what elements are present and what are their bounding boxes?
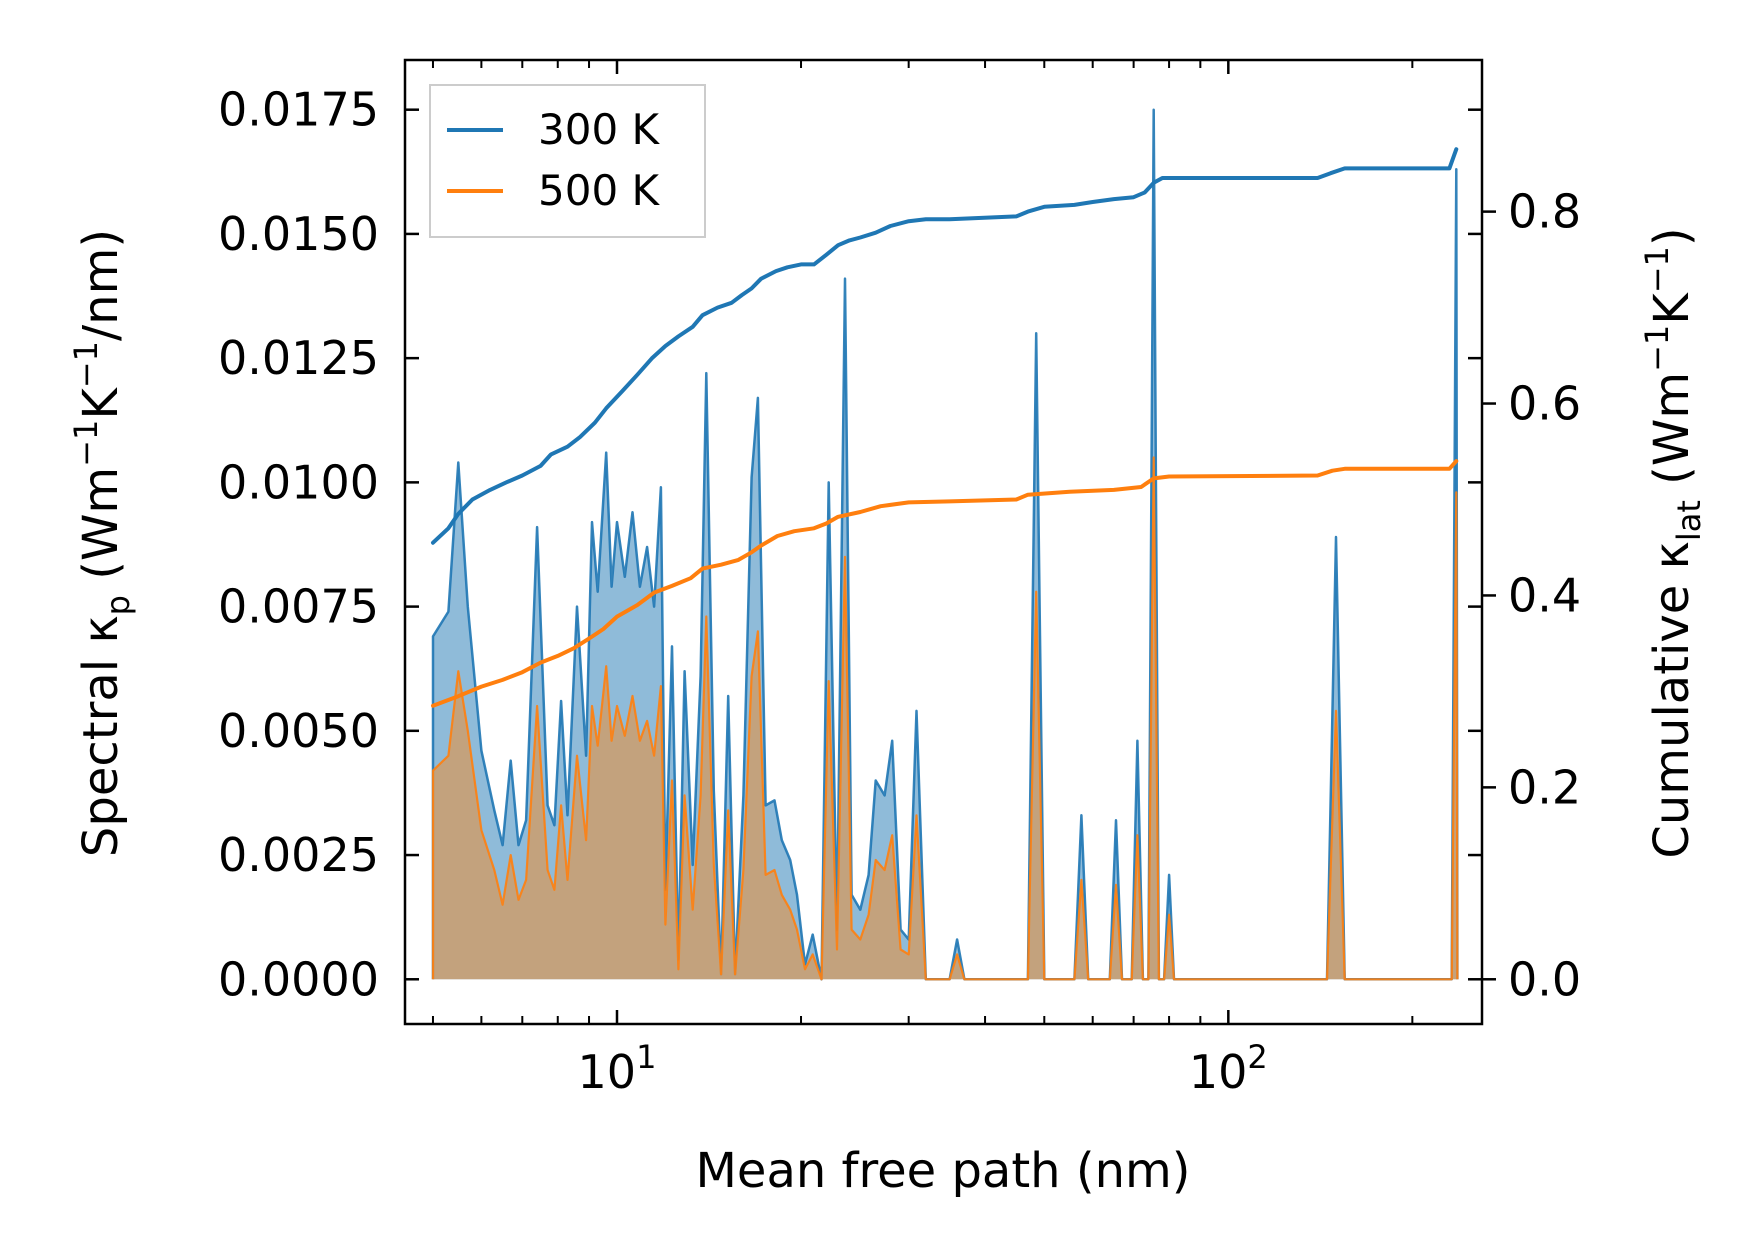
- plot-frame: [403, 58, 1484, 1026]
- y-right-title-sup-2: −1: [1638, 246, 1676, 293]
- axis-ticks: 0.00000.00250.00500.00750.01000.01250.01…: [218, 60, 1581, 1099]
- y-axis-left-title: Spectral κp (Wm−1K−1/nm): [67, 229, 137, 857]
- y-right-title-a: Cumulative κ: [1644, 541, 1700, 859]
- legend-label-500k: 500 K: [538, 166, 661, 215]
- legend-label-300k: 300 K: [538, 105, 661, 154]
- legend-box: [429, 84, 706, 238]
- y-left-tick-label: 0.0075: [218, 580, 379, 634]
- spectral-line-500k: [431, 456, 1459, 981]
- y-left-title-sup-1: −1: [67, 420, 105, 467]
- y-right-title-b: (Wm: [1644, 372, 1700, 500]
- y-left-tick-label: 0.0050: [218, 704, 379, 758]
- cumulative-line-300k: [431, 147, 1459, 545]
- y-right-tick-label: 0.8: [1508, 185, 1581, 239]
- x-tick-label-base: 10: [1189, 1045, 1248, 1099]
- y-right-tick-label: 0.6: [1508, 377, 1581, 431]
- y-left-tick-label: 0.0175: [218, 83, 379, 137]
- y-left-title-b: (Wm: [73, 467, 129, 595]
- y-right-title-c: K: [1644, 292, 1700, 325]
- y-left-title-a: Spectral κ: [73, 615, 129, 857]
- y-axis-right-title: Cumulative κlat (Wm−1K−1): [1638, 227, 1708, 858]
- y-left-title-d: /nm): [73, 229, 129, 341]
- y-right-tick-label: 0.2: [1508, 760, 1581, 814]
- y-left-tick-label: 0.0025: [218, 828, 379, 882]
- x-tick-label-exponent: 2: [1247, 1038, 1267, 1076]
- y-right-tick-label: 0.0: [1508, 952, 1581, 1006]
- y-right-title-sub-lat: lat: [1670, 500, 1708, 541]
- x-tick-label-exponent: 1: [636, 1038, 656, 1076]
- y-left-title-sub-p: p: [99, 595, 137, 615]
- legend: 300 K 500 K: [429, 84, 706, 238]
- cumulative-line-500k: [431, 459, 1459, 708]
- y-left-tick-label: 0.0150: [218, 207, 379, 261]
- y-left-tick-label: 0.0125: [218, 331, 379, 385]
- spectral-area-500k: [433, 457, 1458, 980]
- x-tick-label: 101: [578, 1038, 657, 1099]
- y-left-title-c: K: [73, 387, 129, 420]
- y-left-tick-label: 0.0000: [218, 952, 379, 1006]
- plot-area: [431, 108, 1459, 981]
- x-tick-label: 102: [1189, 1038, 1268, 1099]
- y-left-title-sup-2: −1: [67, 341, 105, 388]
- y-left-tick-label: 0.0100: [218, 455, 379, 509]
- x-axis-title: Mean free path (nm): [696, 1143, 1191, 1199]
- x-tick-label-base: 10: [578, 1045, 637, 1099]
- y-right-tick-label: 0.4: [1508, 568, 1581, 622]
- y-right-title-d: ): [1644, 227, 1700, 246]
- y-right-title-sup-1: −1: [1638, 325, 1676, 372]
